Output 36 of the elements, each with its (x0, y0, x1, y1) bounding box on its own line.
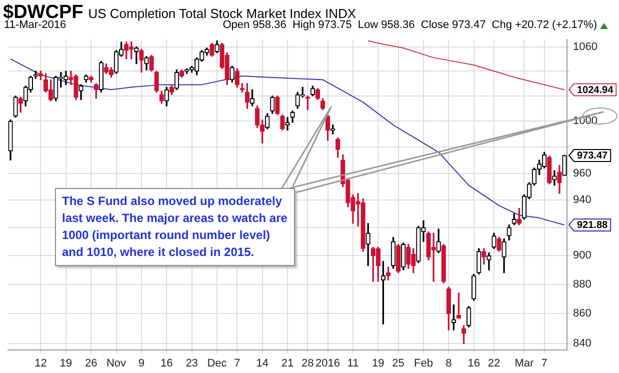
y-tick-label: 880 (573, 278, 592, 290)
text: Open 958.36 High 973.75 Low 958.36 Close 973.47 Chg +20.72 (+2.17%) (222, 19, 597, 31)
x-tick-label: 23 (186, 357, 198, 370)
x-tick-label: 14 (256, 357, 268, 370)
chart-subtitle: US Completion Total Stock Market Index INDX (88, 6, 356, 21)
x-tick-label: 9 (138, 357, 145, 370)
y-tick-label: 960 (573, 167, 592, 180)
x-tick-label: 12 (34, 357, 47, 370)
x-tick-label: Mar (514, 357, 534, 370)
x-tick-label: 19 (372, 357, 384, 370)
candlestick (285, 117, 290, 130)
y-tick-label: 940 (573, 194, 592, 206)
annotation: The S Fund also moved up moderately last week. The major areas to watch are 1000 (important round number level) and 1010, where it closed in 2015. (55, 188, 295, 266)
x-tick-label: 7 (541, 357, 548, 370)
x-tick-label: 26 (84, 357, 98, 370)
y-tick-label: 900 (573, 250, 592, 262)
x-tick-label: 21 (281, 357, 294, 370)
x-tick-label: 25 (392, 357, 404, 370)
x-tick-label: 16 (468, 357, 480, 370)
x-tick-label: Dec (207, 357, 228, 370)
x-tick-label: 2016 (316, 357, 340, 370)
x-tick-label: Nov (106, 357, 127, 370)
x-tick-label: 19 (60, 357, 72, 370)
x-tick-label: Feb (414, 357, 433, 370)
text: 973.47 (577, 150, 608, 162)
x-tick-label: 28 (302, 357, 314, 370)
y-tick-label: 840 (573, 338, 592, 350)
x-tick-label: 22 (488, 357, 500, 370)
x-tick-label: 7 (234, 357, 240, 370)
data-label: 921.88 (577, 220, 608, 232)
y-tick-label: 860 (573, 308, 592, 320)
x-tick-label: 16 (160, 357, 173, 370)
x-tick-label: 8 (446, 357, 452, 370)
x-tick-label: 11 (347, 357, 359, 370)
y-tick-label: 1060 (573, 40, 598, 53)
data-label: 1024.94 (577, 84, 614, 96)
